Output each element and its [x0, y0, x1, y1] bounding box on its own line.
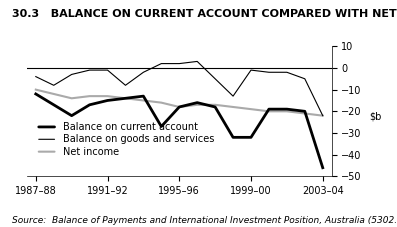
Text: Net income: Net income: [64, 147, 119, 157]
Text: Balance on current account: Balance on current account: [64, 122, 198, 132]
Text: Source:  Balance of Payments and International Investment Position, Australia (5: Source: Balance of Payments and Internat…: [12, 216, 397, 225]
Text: 30.3   BALANCE ON CURRENT ACCOUNT COMPARED WITH NET INCOME: 30.3 BALANCE ON CURRENT ACCOUNT COMPARED…: [12, 9, 397, 19]
Y-axis label: $b: $b: [370, 111, 382, 121]
Text: Balance on goods and services: Balance on goods and services: [64, 134, 215, 144]
